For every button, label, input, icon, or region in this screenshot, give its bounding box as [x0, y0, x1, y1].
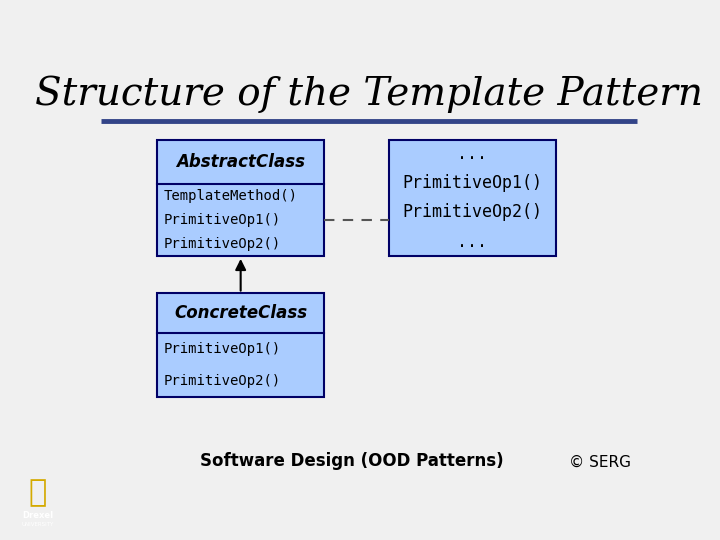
Text: PrimitiveOp1(): PrimitiveOp1(): [402, 174, 542, 192]
Text: ...: ...: [457, 233, 487, 251]
Bar: [157, 140, 324, 256]
Bar: [389, 140, 556, 256]
Text: PrimitiveOp1(): PrimitiveOp1(): [163, 342, 281, 356]
Text: PrimitiveOp2(): PrimitiveOp2(): [402, 204, 542, 221]
Text: PrimitiveOp2(): PrimitiveOp2(): [163, 374, 281, 388]
Text: PrimitiveOp1(): PrimitiveOp1(): [163, 213, 281, 227]
Text: ConcreteClass: ConcreteClass: [174, 304, 307, 322]
Text: 山: 山: [29, 478, 47, 507]
Text: AbstractClass: AbstractClass: [176, 153, 305, 171]
Text: © SERG: © SERG: [570, 455, 631, 470]
Text: PrimitiveOp2(): PrimitiveOp2(): [163, 237, 281, 251]
Text: ...: ...: [457, 145, 487, 163]
Bar: [157, 294, 324, 397]
Text: UNIVERSITY: UNIVERSITY: [22, 522, 54, 527]
Text: Structure of the Template Pattern: Structure of the Template Pattern: [35, 75, 703, 113]
Text: TemplateMethod(): TemplateMethod(): [163, 189, 297, 203]
Text: Drexel: Drexel: [22, 511, 53, 520]
Text: Software Design (OOD Patterns): Software Design (OOD Patterns): [200, 452, 504, 470]
